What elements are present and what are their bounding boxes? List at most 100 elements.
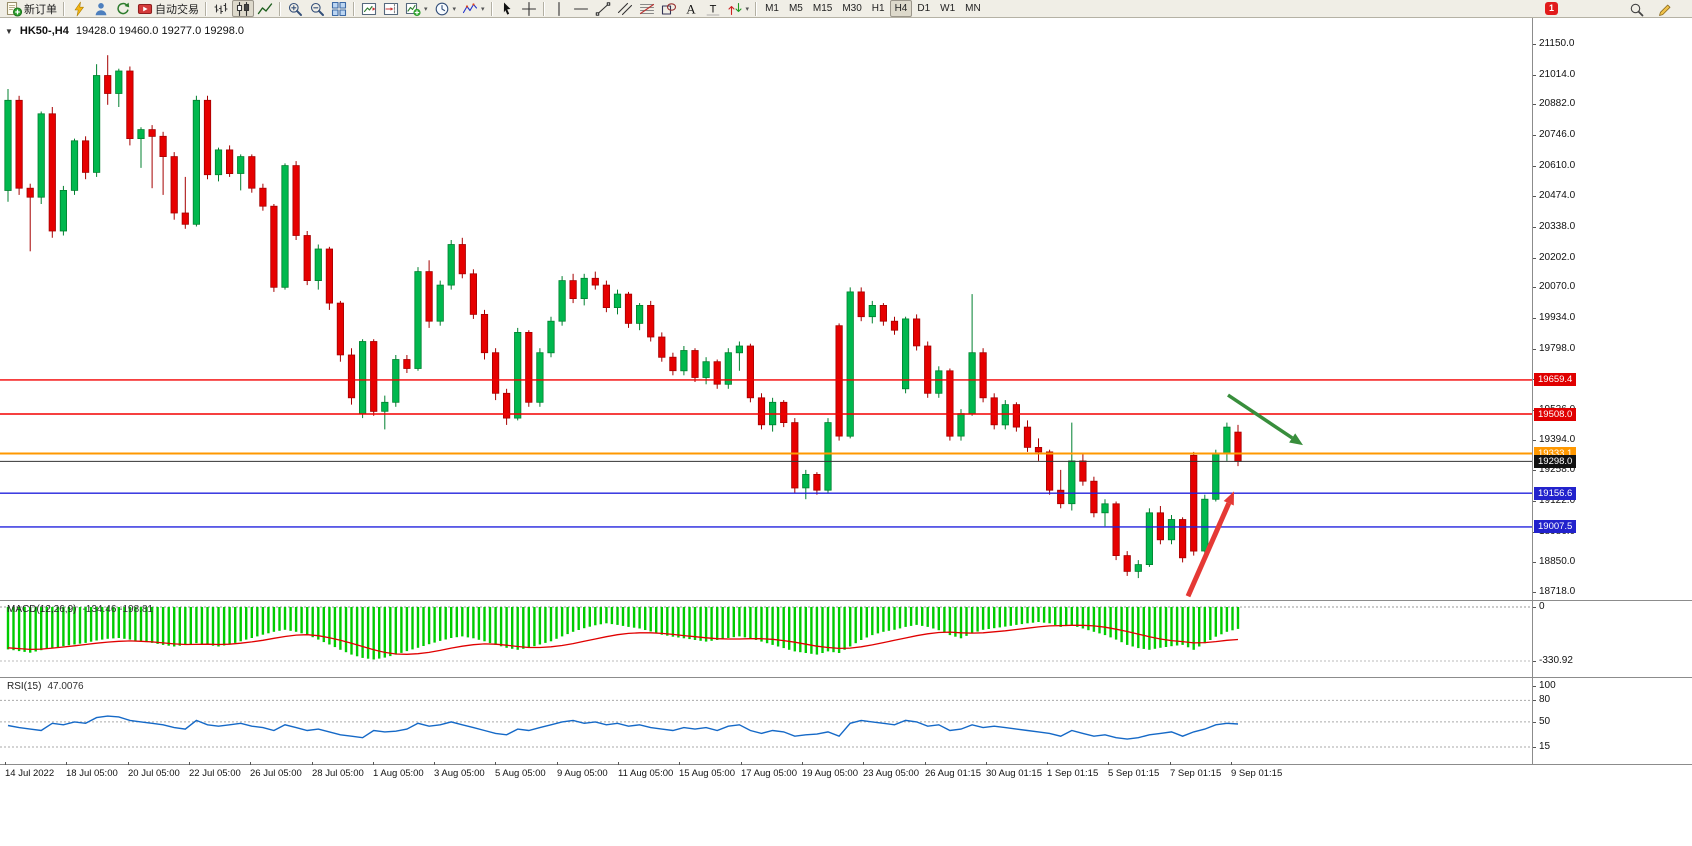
candle (170, 152, 178, 220)
price-tick-mark (1532, 349, 1536, 350)
crosshair-button[interactable] (518, 0, 540, 17)
rsi-value: 47.0076 (47, 681, 84, 692)
channel-icon (617, 1, 633, 17)
candle (746, 343, 755, 403)
timeframe-m30-button-label: M30 (842, 3, 862, 14)
candle (392, 355, 400, 407)
time-axis[interactable]: 14 Jul 2022 18 Jul 05:00 20 Jul 05:00 22 Ju… (0, 762, 1692, 785)
candle (902, 316, 910, 394)
candlestick-chart-button[interactable] (232, 0, 254, 17)
trendline-button[interactable] (592, 0, 614, 17)
zoom-in-button[interactable] (284, 0, 306, 17)
charts-menu-button[interactable] (68, 0, 90, 17)
timeframe-w1-button-label: W1 (940, 3, 956, 14)
toolbar-right (1626, 1, 1676, 18)
timeframe-m30-button[interactable]: M30 (837, 0, 866, 17)
hline-icon (573, 1, 589, 17)
dropdown-arrow-icon: ▾ (745, 5, 750, 13)
shapes-button[interactable] (658, 0, 680, 17)
candle (126, 66, 134, 146)
auto-scroll-button[interactable] (358, 0, 380, 17)
candle (813, 472, 821, 495)
up-trend-arrow[interactable] (1185, 491, 1234, 598)
fibonacci-button[interactable] (636, 0, 658, 17)
price-axis[interactable]: 21150.0 21014.0 20882.0 20746.0 20610.0 20474… (1532, 18, 1692, 600)
candle (115, 68, 123, 107)
zoom-out-button[interactable] (306, 0, 328, 17)
timeframe-m5-button[interactable]: M5 (784, 0, 808, 17)
rsi-panel-divider[interactable] (0, 677, 1692, 678)
indicators-button[interactable]: ▾ (459, 0, 488, 17)
edit-button[interactable] (1654, 1, 1676, 18)
rsi-plot[interactable] (0, 678, 1532, 764)
periods-button[interactable]: ▾ (431, 0, 460, 17)
symbol-dropdown-icon[interactable]: ▼ (5, 26, 13, 36)
candle (680, 346, 688, 376)
timeframe-h4-button[interactable]: H4 (889, 0, 913, 17)
rsi-axis[interactable]: 100 80 50 15 (1532, 678, 1692, 764)
main-chart-plot[interactable] (0, 18, 1532, 600)
time-label: 23 Aug 05:00 (863, 768, 919, 779)
equidistant-channel-button[interactable] (614, 0, 636, 17)
candles-chart-icon (235, 1, 251, 17)
bar-chart-button[interactable] (210, 0, 232, 17)
chart-scroll-icon (361, 1, 377, 17)
price-tick-mark (1532, 196, 1536, 197)
main-toolbar: 1 新订单 自动交易 ▾ ▾ ▾ A T ▾ M1 M5 M15 M30 H1 H4 D1 W1 MN (0, 0, 1692, 18)
new-order-button[interactable]: 新订单 (3, 0, 60, 17)
arrows-button[interactable]: ▾ (724, 0, 753, 17)
macd-label: MACD(12,26,9) -134.46 -198.81 (7, 604, 153, 615)
timeframe-m15-button[interactable]: M15 (808, 0, 837, 17)
profiles-button[interactable] (90, 0, 112, 17)
timeframe-w1-button[interactable]: W1 (935, 0, 960, 17)
price-tick-mark (1532, 104, 1536, 105)
timeframe-m1-button[interactable]: M1 (760, 0, 784, 17)
tile-windows-button[interactable] (328, 0, 350, 17)
time-label: 11 Aug 05:00 (618, 768, 674, 779)
price-tick-mark (1532, 562, 1536, 563)
candle (979, 348, 987, 403)
candle (137, 127, 145, 168)
down-trend-arrow[interactable] (1227, 393, 1303, 446)
candle (436, 280, 444, 326)
macd-panel-divider[interactable] (0, 600, 1692, 601)
text-button[interactable]: A (680, 0, 702, 17)
price-tick-label: 18718.0 (1539, 586, 1576, 597)
price-tick-label: 20474.0 (1539, 190, 1576, 201)
refresh-button[interactable] (112, 0, 134, 17)
candle (913, 314, 921, 351)
macd-tick-mark (1532, 607, 1536, 608)
notification-badge[interactable]: 1 (1545, 2, 1558, 15)
time-label: 30 Aug 01:15 (986, 768, 1042, 779)
price-tick-mark (1532, 258, 1536, 259)
candle (59, 185, 68, 236)
price-tick-mark (1532, 166, 1536, 167)
timeframe-mn-button[interactable]: MN (960, 0, 986, 17)
ohlc-values: 19428.0 19460.0 19277.0 19298.0 (75, 25, 245, 37)
time-tick (66, 762, 67, 765)
candle (1112, 501, 1120, 561)
vertical-line-button[interactable] (548, 0, 570, 17)
macd-plot[interactable] (0, 601, 1532, 677)
cursor-button[interactable] (496, 0, 518, 17)
chart-shift-button[interactable] (380, 0, 402, 17)
rsi-tick-mark (1532, 722, 1536, 723)
candle (1057, 469, 1065, 509)
timeframe-h4-button-label: H4 (894, 3, 908, 14)
line-chart-button[interactable] (254, 0, 276, 17)
time-tick (128, 762, 129, 765)
autotrading-button[interactable]: 自动交易 (134, 0, 202, 17)
time-label: 5 Sep 01:15 (1108, 768, 1160, 779)
candle (802, 469, 810, 500)
new-chart-button[interactable]: ▾ (402, 0, 431, 17)
search-button[interactable] (1626, 1, 1648, 18)
time-label: 17 Aug 05:00 (741, 768, 797, 779)
horizontal-line-button[interactable] (570, 0, 592, 17)
candle (1134, 560, 1142, 579)
time-tick (741, 762, 742, 765)
text-label-button[interactable]: T (702, 0, 724, 17)
timeframe-d1-button[interactable]: D1 (912, 0, 935, 17)
vline-icon (551, 1, 567, 17)
timeframe-h1-button[interactable]: H1 (867, 0, 890, 17)
macd-axis[interactable]: 0 -330.92 (1532, 601, 1692, 677)
